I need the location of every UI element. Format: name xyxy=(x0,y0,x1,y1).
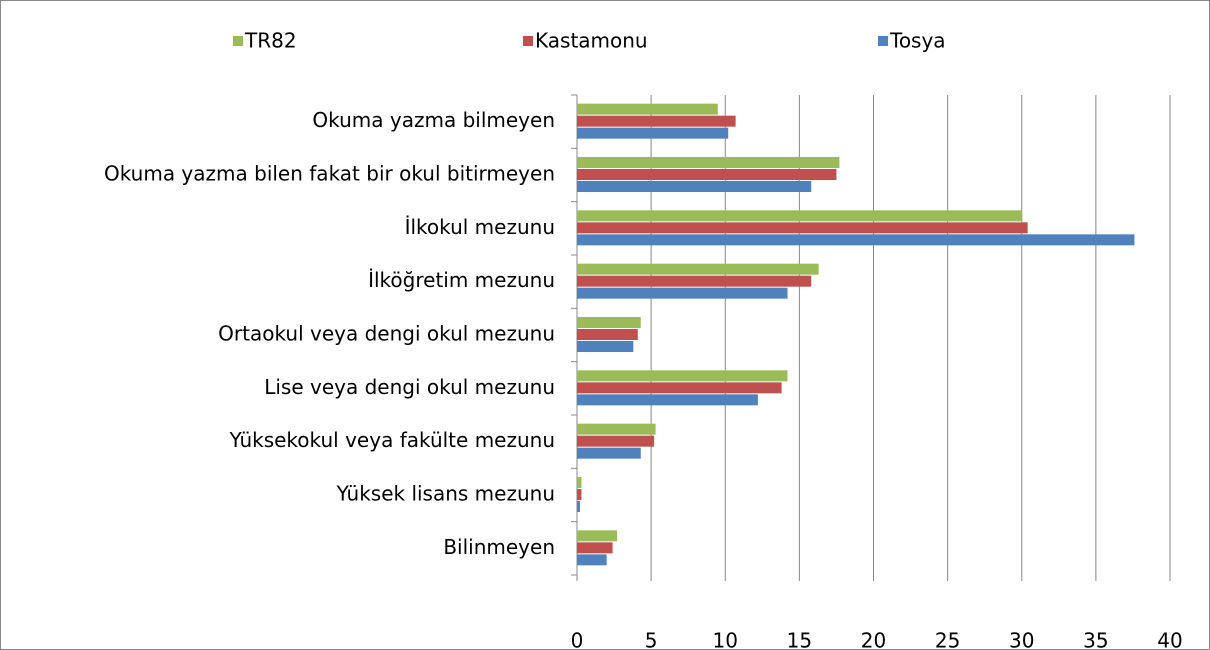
bar xyxy=(577,542,613,554)
y-tick-label: Lise veya dengi okul mezunu xyxy=(264,375,555,399)
y-tick-label: İlköğretim mezunu xyxy=(368,268,555,292)
bar xyxy=(577,370,788,382)
bar xyxy=(577,287,788,299)
bar xyxy=(577,181,812,192)
y-tick-label: Yüksek lisans mezunu xyxy=(336,482,555,506)
bar xyxy=(577,157,840,168)
bar xyxy=(577,394,758,406)
x-tick-label: 20 xyxy=(861,629,886,650)
bar xyxy=(577,263,819,275)
bar xyxy=(577,477,582,488)
x-tick-label: 35 xyxy=(1083,629,1108,650)
bar xyxy=(577,103,718,115)
legend-swatch xyxy=(878,36,888,46)
legend-label: Tosya xyxy=(889,29,946,53)
x-tick-label: 5 xyxy=(645,629,658,650)
bar xyxy=(577,435,655,447)
bar xyxy=(577,530,618,542)
bar xyxy=(577,317,641,328)
legend-swatch xyxy=(233,36,243,46)
legend-label: TR82 xyxy=(244,29,297,53)
bar xyxy=(577,127,729,139)
bar xyxy=(577,169,837,180)
legend-label: Kastamonu xyxy=(535,29,648,53)
bar xyxy=(577,501,580,512)
bar xyxy=(577,275,812,287)
x-tick-label: 25 xyxy=(935,629,960,650)
bar xyxy=(577,234,1135,246)
x-tick-label: 40 xyxy=(1157,629,1182,650)
y-tick-label: Ortaokul veya dengi okul mezunu xyxy=(218,322,555,346)
bar xyxy=(577,382,782,394)
bar xyxy=(577,210,1022,222)
bar xyxy=(577,341,634,352)
x-tick-label: 0 xyxy=(571,629,584,650)
bar xyxy=(577,329,638,340)
y-tick-label: İlkokul mezunu xyxy=(405,215,555,239)
y-tick-label: Bilinmeyen xyxy=(443,535,555,559)
y-tick-label: Okuma yazma bilen fakat bir okul bitirme… xyxy=(104,162,555,186)
bar xyxy=(577,554,607,566)
bar xyxy=(577,489,582,500)
x-tick-label: 30 xyxy=(1009,629,1034,650)
bar xyxy=(577,447,641,459)
y-tick-label: Okuma yazma bilmeyen xyxy=(312,108,555,132)
x-tick-label: 10 xyxy=(713,629,738,650)
bar xyxy=(577,115,736,127)
bar xyxy=(577,222,1028,234)
bar xyxy=(577,423,656,435)
x-tick-label: 15 xyxy=(787,629,812,650)
legend-swatch xyxy=(523,36,533,46)
y-tick-label: Yüksekokul veya fakülte mezunu xyxy=(229,428,555,452)
